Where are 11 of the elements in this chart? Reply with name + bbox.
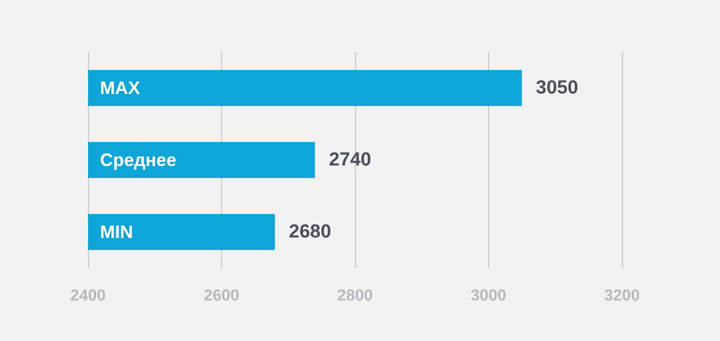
x-tick-label: 3000	[470, 288, 506, 304]
y-tick-label: MIN	[100, 222, 133, 242]
x-tick-label: 2400	[70, 288, 106, 304]
data-label: 2680	[288, 222, 332, 242]
x-tick-label: 2800	[337, 288, 373, 304]
data-label: 3050	[536, 78, 578, 98]
data-label: 2740	[328, 150, 372, 170]
x-tick-label: 2600	[204, 288, 240, 304]
x-tick-label: 3200	[604, 288, 640, 304]
y-tick-label: MAX	[100, 78, 140, 98]
y-tick-label: Среднее	[100, 150, 176, 170]
